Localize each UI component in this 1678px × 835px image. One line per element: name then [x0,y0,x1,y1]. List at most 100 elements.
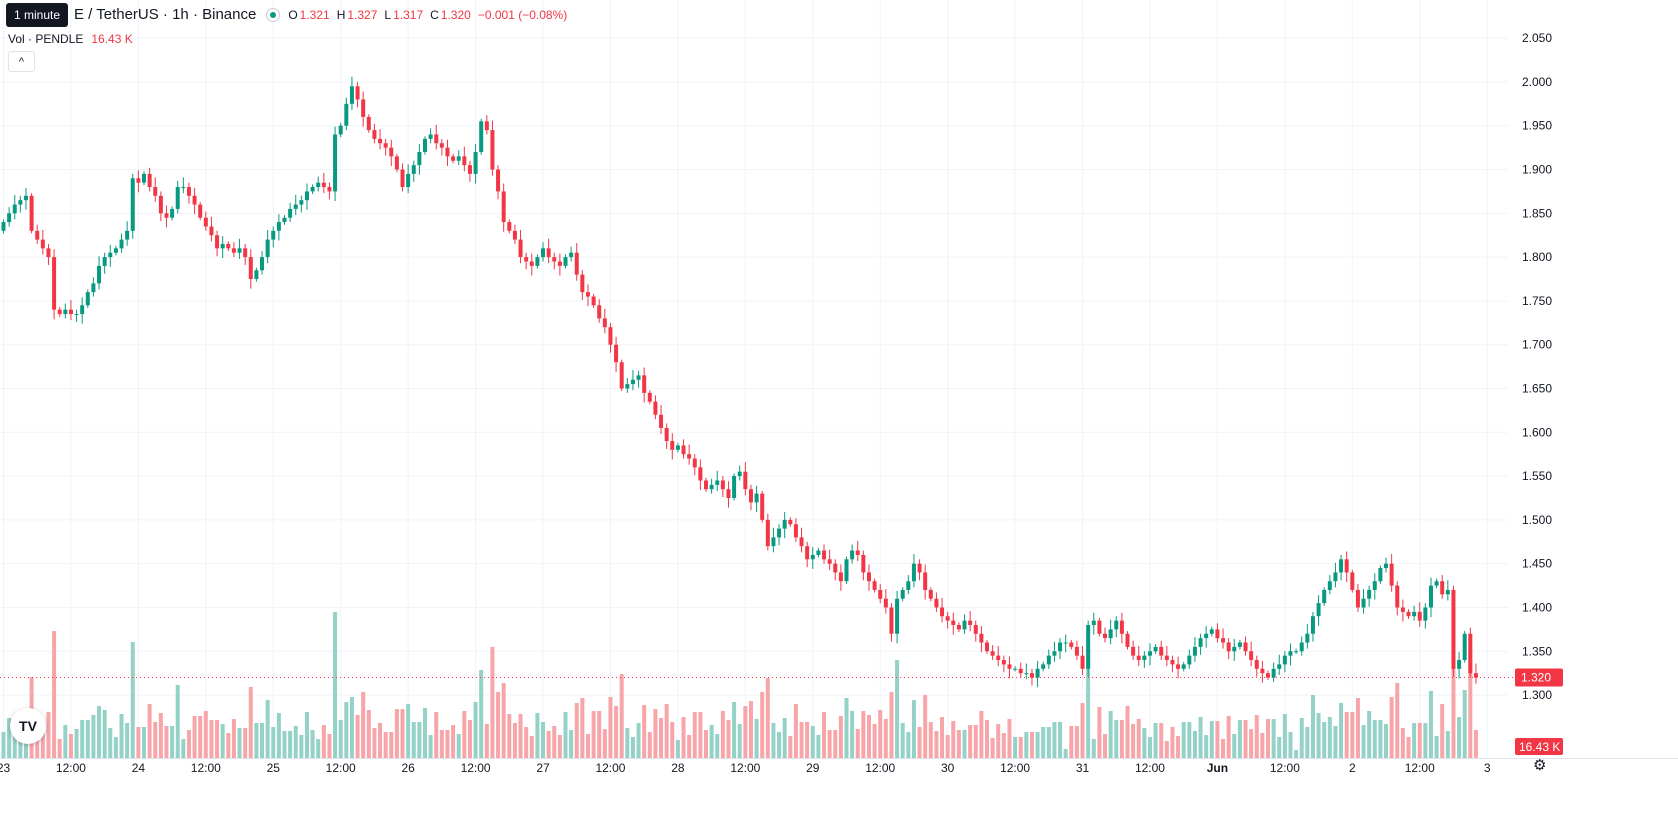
candle-body [18,200,23,205]
candle-body [765,519,770,547]
candle-body [979,633,984,643]
volume-bar [417,722,422,758]
volume-bar [192,716,197,758]
volume-bar [782,718,787,758]
settings-gear-icon[interactable]: ⚙ [1533,757,1547,774]
candle-body [777,528,782,538]
candle-body [518,239,523,258]
volume-bar [1288,732,1293,758]
volume-bar [80,720,85,758]
time-tick-label: 30 [941,761,955,775]
candle-body [23,195,28,201]
candle-body [108,252,113,258]
candle-body [1249,651,1254,661]
volume-bar [996,724,1001,758]
volume-bar [732,702,737,758]
volume-bar [934,731,939,758]
volume-bar [765,678,770,758]
volume-bar [1434,736,1439,758]
volume-bar [1080,703,1085,758]
candle-body [630,379,635,385]
volume-bar [1384,724,1389,758]
candle-body [484,121,489,131]
volume-bar [1406,737,1411,758]
candle-body [625,384,630,389]
candle-body [186,187,191,196]
volume-bar [1400,728,1405,758]
candle-body [344,103,349,126]
volume-bar [467,720,472,758]
candle-body [1445,589,1450,595]
time-axis[interactable]: 23 12:00 24 12:00 25 12:00 26 12:00 27 12:00 28 12:… [0,761,1491,775]
time-tick-label: 29 [806,761,820,775]
volume-bar [906,732,911,758]
candle-body [7,213,12,223]
candle-body [1007,664,1012,669]
candle-body [1013,668,1018,670]
tradingview-logo-icon[interactable]: TV [10,708,46,744]
candle-body [541,248,546,258]
volume-bar [1310,695,1315,758]
collapse-legend-button[interactable]: ^ [8,51,35,72]
volume-bar [68,734,73,758]
volume-bar [838,716,843,758]
candle-body [1372,581,1377,590]
candle-body [827,559,832,564]
candle-body [546,248,551,258]
volume-bar [675,740,680,758]
volume-bar [304,712,309,758]
candle-body [276,222,281,231]
volume-bar [956,730,961,758]
volume-bar [715,734,720,758]
volume-bar [1035,732,1040,758]
volume-bar [490,647,495,758]
candle-body [237,248,242,253]
candle-body [473,152,478,174]
volume-bar [310,730,315,758]
volume-bar [1024,732,1029,758]
symbol-title[interactable]: E / TetherUS · 1h · Binance [74,6,257,23]
candle-body [720,480,725,490]
volume-bar [198,716,203,758]
candle-body [557,261,562,266]
candle-body [1147,651,1152,656]
candle-body [63,309,68,315]
candle-body [220,243,225,249]
volume-bar [608,697,613,758]
volume-bar [456,734,461,758]
volume-bar [411,722,416,758]
volume-bar [394,709,399,758]
candle-body [490,130,495,170]
volume-bar [372,728,377,758]
price-tick-label: 2.050 [1522,31,1552,45]
volume-bar [293,726,298,758]
volume-bar [181,739,186,758]
volume-bar [630,737,635,758]
candle-body [355,86,360,100]
price-axis[interactable]: 1.300 1.350 1.400 1.450 1.500 1.550 1.600 1.650… [1522,31,1552,702]
candle-body [659,414,664,428]
time-tick-label: 25 [267,761,281,775]
candle-body [153,187,158,196]
volume-bar [378,723,383,758]
volume-bar [1125,706,1130,758]
candle-body [1310,616,1315,634]
volume-bar [512,723,517,758]
candle-body [664,427,669,442]
volume-label[interactable]: Vol · PENDLE [8,32,84,46]
volume-bar [850,711,855,758]
volume-bar [462,711,467,758]
candle-body [642,375,647,393]
candle-body [136,178,141,183]
candle-body [1058,642,1063,652]
volume-bar [1266,719,1270,758]
candle-body [1417,611,1422,621]
candle-body [737,471,742,477]
candle-body [973,624,978,634]
volume-bar [52,631,57,758]
candle-body [1103,633,1108,639]
candle-body [788,519,793,525]
price-tick-label: 1.700 [1522,338,1552,352]
candle-body [248,257,253,280]
